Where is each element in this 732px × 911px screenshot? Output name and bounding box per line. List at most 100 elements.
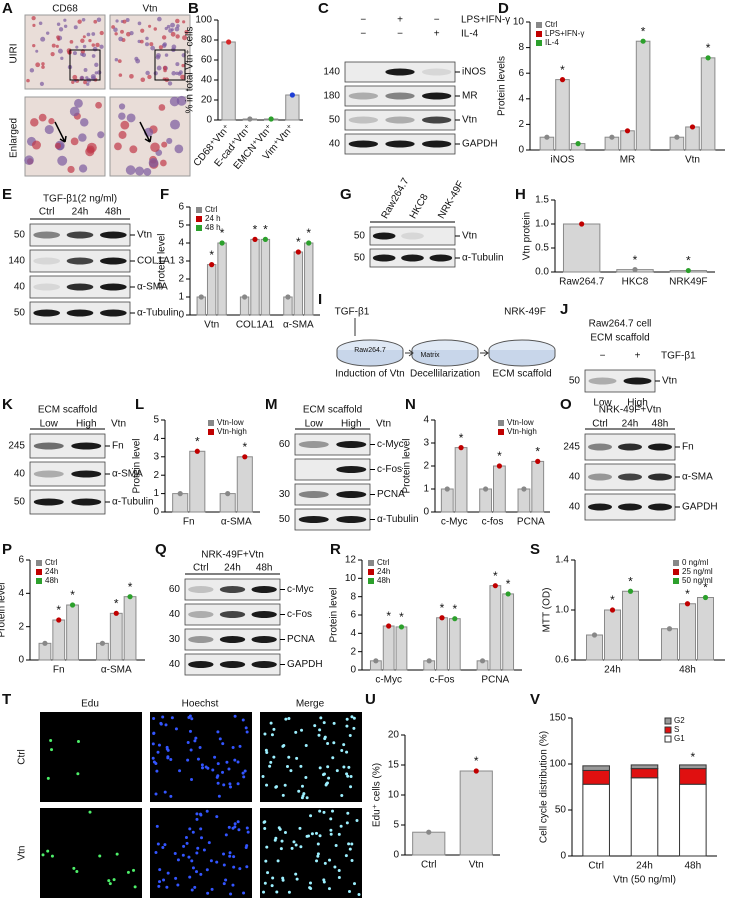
nucleus [316,852,320,856]
x-tick-label: PCNA [481,675,509,686]
panel-letter: F [160,186,169,203]
cell [57,48,63,54]
cell [182,20,186,24]
cell [167,81,173,86]
nucleus [216,730,220,734]
nucleus [188,827,192,831]
condition-sign: − [360,15,366,26]
cell [81,17,86,22]
band [33,283,60,291]
cell [145,70,150,76]
y-tick-label: 6 [18,555,24,566]
point [225,491,231,497]
point [544,134,550,140]
nucleus [222,783,226,787]
nucleus [285,765,289,769]
bar [189,450,206,513]
point [373,658,379,664]
row-label: UIRI [9,44,20,64]
mw-label: 50 [14,497,26,508]
nucleus [206,891,210,895]
cell [51,43,56,48]
condition-sign: + [635,351,641,362]
x-tick-label: iNOS [551,155,575,166]
point [127,594,133,600]
diagram-label: TGF-β1 [335,307,370,318]
band [372,232,396,240]
nucleus [299,845,303,849]
point [479,658,486,664]
cell [99,30,104,36]
cell [118,103,126,110]
bar-segment [630,777,659,857]
panel-letter: N [405,396,416,413]
legend-label: Ctrl [45,558,58,567]
y-tick-label: 1.4 [555,555,569,566]
point [386,623,392,629]
nucleus [227,825,231,829]
nucleus [200,763,204,767]
nucleus [170,716,174,720]
cell [148,157,159,168]
cell [174,144,184,154]
point [627,588,634,594]
band [385,68,415,76]
significance: * [493,569,498,583]
legend-marker [673,578,679,584]
band [618,503,642,511]
nucleus [50,748,54,752]
nucleus [287,755,291,759]
cell [129,145,138,154]
bar [66,604,79,661]
nucleus [262,890,266,894]
nucleus [158,880,162,884]
band [298,441,329,448]
significance: * [506,577,511,591]
nucleus [346,811,350,815]
panel-letter: J [560,301,568,318]
y-tick-label: 2 [18,621,24,632]
x-axis-label: Vtn (50 ng/ml) [613,875,676,886]
row-label: Ctrl [17,749,28,765]
legend-label: LPS+IFN-γ [545,29,584,38]
bar [459,770,493,856]
nucleus [232,855,236,859]
y-axis-label: MTT (OD) [542,588,553,633]
nucleus [205,868,209,872]
cell [125,165,136,175]
nucleus [316,854,320,858]
band [188,611,214,618]
point [194,448,200,454]
nucleus [300,796,304,800]
significance: * [706,41,711,55]
mw-label: 40 [14,469,26,480]
y-tick-label: 12 [345,555,357,566]
cell [95,42,100,48]
cell [160,159,167,167]
band [71,498,102,506]
nucleus [347,890,351,894]
nucleus [236,820,240,824]
y-axis-label: Protein level [329,587,340,642]
nucleus [184,836,188,840]
cell [129,31,134,36]
cell [78,164,88,173]
cell [88,38,92,43]
x-tick-label: HKC8 [622,277,649,288]
band [588,473,612,481]
nucleus [261,775,265,779]
point [609,134,615,140]
nucleus [132,868,136,872]
nucleus [173,851,177,855]
point [624,128,631,134]
bar [196,296,206,316]
nucleus [299,764,303,768]
dish-wall [488,350,556,367]
cell [79,75,85,81]
y-tick-label: 80 [201,35,213,46]
bar [700,57,716,151]
cell [63,18,67,22]
cell [153,27,157,31]
cell [90,74,96,80]
column-label: Merge [296,699,325,710]
